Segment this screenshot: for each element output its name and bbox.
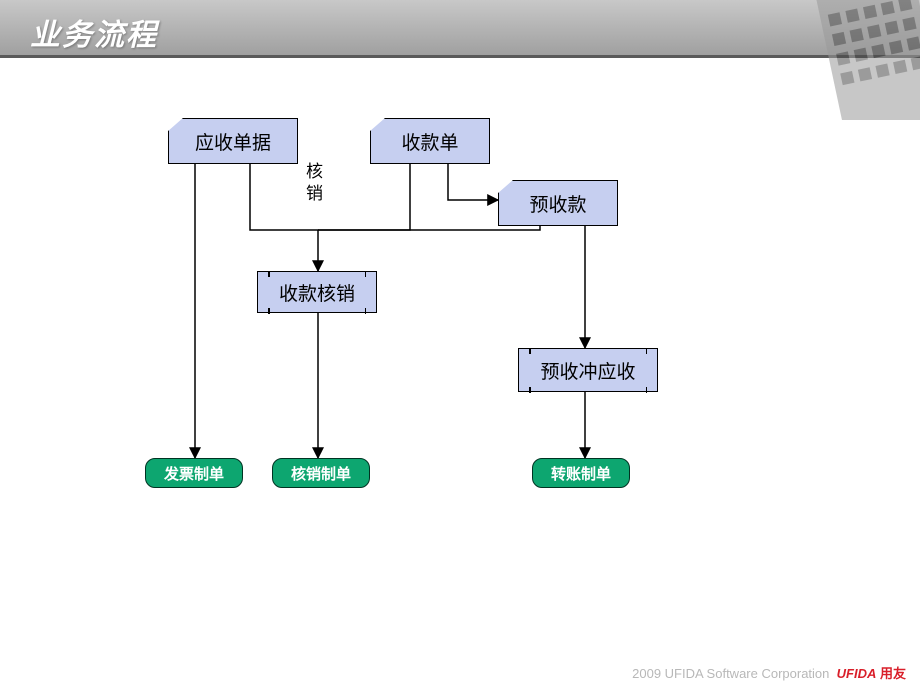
node-receivable: 应收单据	[168, 118, 298, 164]
slide-title: 业务流程	[30, 10, 158, 54]
edge-label-line2: 销	[306, 184, 323, 203]
footer-brand: UFIDA	[837, 666, 877, 681]
edge-label-line1: 核	[306, 162, 323, 181]
titlebar: 业务流程	[0, 0, 920, 58]
node-label: 核销制单	[291, 463, 351, 484]
node-receipt: 收款单	[370, 118, 490, 164]
node-label: 转账制单	[551, 463, 611, 484]
node-label: 发票制单	[164, 463, 224, 484]
footer-copyright: 2009 UFIDA Software Corporation	[632, 666, 829, 681]
node-label: 预收冲应收	[540, 357, 635, 384]
edge-label-hexiao: 核 销	[306, 161, 323, 205]
node-label: 预收款	[529, 190, 586, 217]
node-label: 收款核销	[279, 279, 355, 306]
node-prepay: 预收款	[498, 180, 618, 226]
node-writeoff-voucher: 核销制单	[272, 458, 370, 488]
node-transfer-voucher: 转账制单	[532, 458, 630, 488]
slide: 业务流程	[0, 0, 920, 690]
footer-brand-cn: 用友	[880, 666, 906, 681]
node-label: 应收单据	[195, 128, 271, 155]
node-invoice-voucher: 发票制单	[145, 458, 243, 488]
node-offset: 预收冲应收	[518, 348, 658, 392]
flowchart-canvas: 应收单据 收款单 预收款 收款核销 预收冲应收 发票制单 核销制单 转账制单	[0, 58, 920, 690]
node-writeoff: 收款核销	[257, 271, 377, 313]
node-label: 收款单	[401, 128, 458, 155]
footer: 2009 UFIDA Software Corporation UFIDA 用友	[632, 663, 906, 682]
